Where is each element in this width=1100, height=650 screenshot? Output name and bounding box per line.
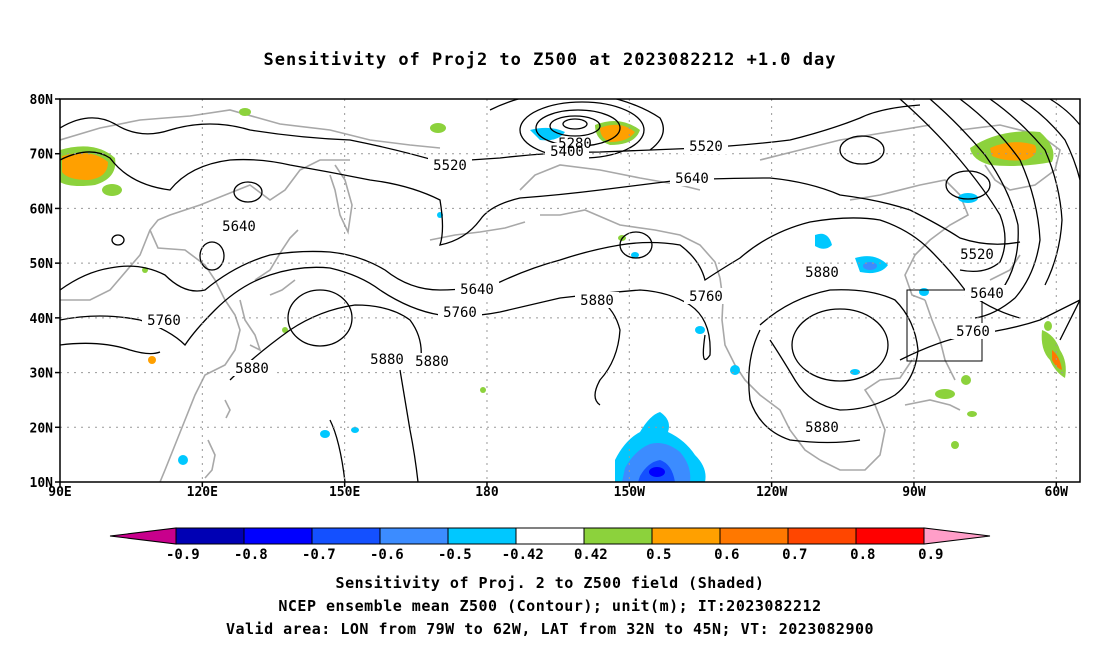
contour-label: 5520 xyxy=(684,138,728,155)
coastlines xyxy=(60,109,1061,482)
svg-text:5880: 5880 xyxy=(580,293,614,309)
colorbar-box xyxy=(515,527,585,545)
svg-text:5520: 5520 xyxy=(689,139,723,155)
svg-text:5760: 5760 xyxy=(689,289,723,305)
contour-label: 5880 xyxy=(365,351,409,368)
svg-text:5760: 5760 xyxy=(147,313,181,329)
svg-text:5640: 5640 xyxy=(460,282,494,298)
contour-label: 5280 xyxy=(558,136,592,152)
lat-axis: 80N 70N 60N 50N 40N 30N 20N 10N xyxy=(30,93,60,491)
colorbar-label: -0.9 xyxy=(166,547,200,563)
svg-text:5640: 5640 xyxy=(675,171,709,187)
lat-tick-label: 40N xyxy=(30,312,54,327)
colorbar-box xyxy=(243,527,313,545)
svg-text:5520: 5520 xyxy=(960,247,994,263)
contour-label: 5640 xyxy=(965,285,1009,302)
lat-tick-label: 20N xyxy=(30,421,54,436)
contour-label: 5760 xyxy=(438,304,482,321)
caption-line-2: NCEP ensemble mean Z500 (Contour); unit(… xyxy=(278,597,822,615)
colorbar-label: 0.42 xyxy=(574,547,608,563)
colorbar-box xyxy=(175,527,245,545)
contour-label: 5760 xyxy=(684,288,728,305)
sensitivity-shading xyxy=(60,108,1066,482)
svg-text:5640: 5640 xyxy=(222,219,256,235)
colorbar-box xyxy=(583,527,653,545)
colorbar-label: 0.7 xyxy=(782,547,807,563)
colorbar-label: -0.6 xyxy=(370,547,404,563)
contour-label: 5760 xyxy=(142,312,186,329)
colorbar-label: -0.42 xyxy=(502,547,544,563)
svg-text:5760: 5760 xyxy=(956,324,990,340)
svg-text:5520: 5520 xyxy=(433,158,467,174)
lon-tick-label: 120E xyxy=(187,485,218,500)
lon-tick-label: 60W xyxy=(1045,485,1069,500)
contour-label: 5640 xyxy=(670,170,714,187)
map-title: Sensitivity of Proj2 to Z500 at 20230822… xyxy=(263,50,837,70)
lat-tick-label: 30N xyxy=(30,367,54,382)
colorbar-low-end xyxy=(109,527,177,545)
contour-labels: 5520 5400 5280 5520 5640 5640 5520 5640 … xyxy=(142,136,1009,436)
lon-tick-label: 120W xyxy=(756,485,787,500)
contour-label: 5880 xyxy=(800,419,844,436)
svg-text:5280: 5280 xyxy=(558,136,592,152)
colorbar-box xyxy=(379,527,449,545)
lon-tick-label: 150W xyxy=(614,485,645,500)
contour-label: 5760 xyxy=(951,323,995,340)
svg-text:5880: 5880 xyxy=(370,352,404,368)
colorbar-label: -0.8 xyxy=(234,547,268,563)
contour-label: 5640 xyxy=(217,218,261,235)
svg-text:5880: 5880 xyxy=(805,420,839,436)
contour-label: 5880 xyxy=(575,292,619,309)
colorbar-label: -0.7 xyxy=(302,547,336,563)
colorbar-box xyxy=(719,527,789,545)
svg-text:5400: 5400 xyxy=(550,144,584,160)
colorbar-box xyxy=(855,527,925,545)
lat-tick-label: 50N xyxy=(30,257,54,272)
lon-tick-label: 180 xyxy=(475,485,499,500)
contour-label: 5880 xyxy=(800,264,844,281)
svg-text:5760: 5760 xyxy=(443,305,477,321)
lon-tick-label: 150E xyxy=(329,485,360,500)
colorbar-box xyxy=(447,527,517,545)
lat-tick-label: 10N xyxy=(30,476,54,491)
lat-tick-label: 70N xyxy=(30,148,54,163)
lat-tick-label: 60N xyxy=(30,202,54,217)
contour-label: 5520 xyxy=(955,246,999,263)
lon-tick-label: 90W xyxy=(902,485,926,500)
caption-line-3: Valid area: LON from 79W to 62W, LAT fro… xyxy=(225,620,875,638)
lon-axis: 90E 120E 150E 180 150W 120W 90W 60W xyxy=(48,482,1068,500)
contour-label: 5400 xyxy=(545,143,589,160)
colorbar-box xyxy=(651,527,721,545)
colorbar-label: 0.5 xyxy=(646,547,671,563)
svg-text:5880: 5880 xyxy=(805,265,839,281)
lon-tick-label: 90E xyxy=(48,485,71,500)
colorbar-label: 0.8 xyxy=(850,547,875,563)
contour-label: 5880 xyxy=(410,353,454,370)
svg-text:5880: 5880 xyxy=(415,354,449,370)
colorbar-label: 0.6 xyxy=(714,547,739,563)
colorbar-label: -0.5 xyxy=(438,547,472,563)
contour-label: 5520 xyxy=(428,157,472,174)
lat-tick-label: 80N xyxy=(30,93,54,108)
colorbar-high-end xyxy=(923,527,991,545)
caption-line-1: Sensitivity of Proj. 2 to Z500 field (Sh… xyxy=(335,574,765,592)
svg-text:5640: 5640 xyxy=(970,286,1004,302)
contour-label: 5880 xyxy=(230,360,274,377)
colorbar-label: 0.9 xyxy=(918,547,943,563)
colorbar-box xyxy=(311,527,381,545)
colorbar-box xyxy=(787,527,857,545)
map-frame xyxy=(59,98,1081,483)
colorbar: -0.9 -0.8 -0.7 -0.6 -0.5 -0.42 0.42 0.5 0.6 0.7 0.… xyxy=(109,527,991,563)
svg-text:5880: 5880 xyxy=(235,361,269,377)
contour-label: 5640 xyxy=(455,281,499,298)
